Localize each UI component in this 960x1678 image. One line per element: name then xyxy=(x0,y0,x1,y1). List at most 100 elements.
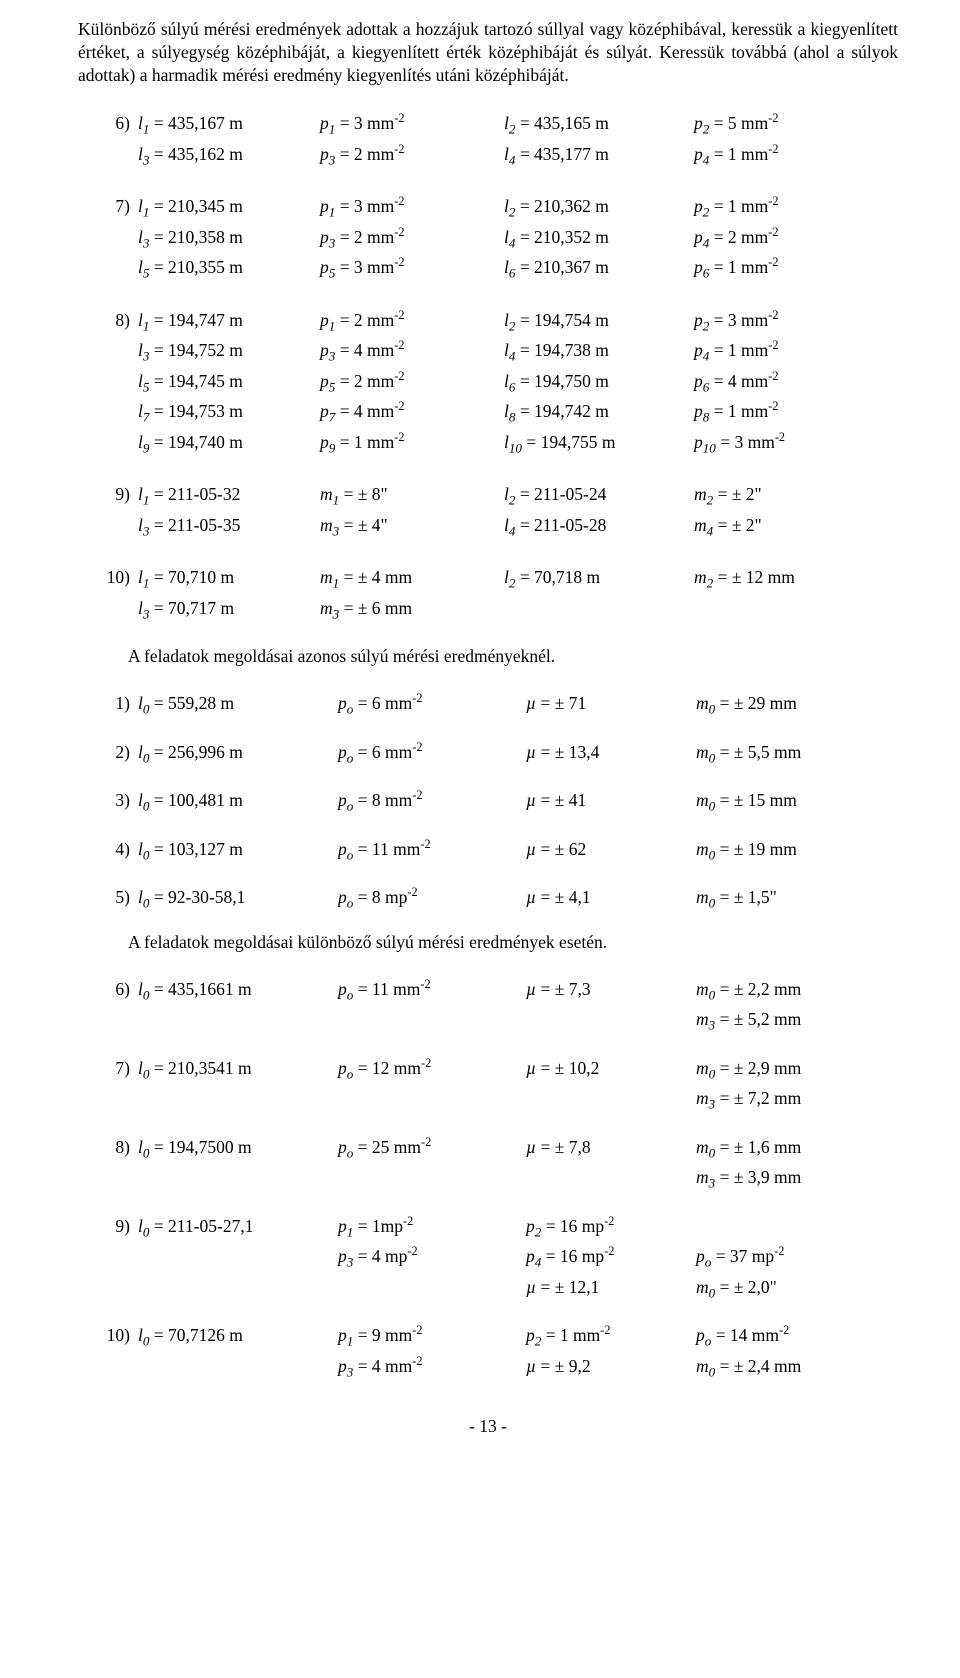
cell: m0 = ± 2,0" xyxy=(696,1273,896,1304)
cell: m0 = ± 2,9 mm xyxy=(696,1054,896,1085)
cell: po = 11 mm-2 xyxy=(338,975,526,1006)
cell: p4 = 1 mm-2 xyxy=(694,140,884,171)
problem-line: µ = ± 12,1m0 = ± 2,0" xyxy=(138,1273,898,1304)
problem-lines: l1 = 210,345 mp1 = 3 mm-2l2 = 210,362 mp… xyxy=(138,192,898,284)
cell: µ = ± 13,4 xyxy=(526,738,696,769)
cell: p2 = 3 mm-2 xyxy=(694,306,884,337)
problem-number: 7) xyxy=(78,192,138,284)
cell: l0 = 210,3541 m xyxy=(138,1054,338,1085)
problem-row: 4)l0 = 103,127 mpo = 11 mm-2µ = ± 62m0 =… xyxy=(78,835,898,866)
problem-number: 3) xyxy=(78,786,138,817)
cell: p3 = 4 mm-2 xyxy=(338,1352,526,1383)
cell: m0 = ± 2,4 mm xyxy=(696,1352,896,1383)
cell xyxy=(138,1005,338,1036)
cell: l4 = 210,352 m xyxy=(504,223,694,254)
problem-line: l3 = 435,162 mp3 = 2 mm-2l4 = 435,177 mp… xyxy=(138,140,898,171)
problem-line: l1 = 194,747 mp1 = 2 mm-2l2 = 194,754 mp… xyxy=(138,306,898,337)
cell: m0 = ± 29 mm xyxy=(696,689,896,720)
cell: m3 = ± 7,2 mm xyxy=(696,1084,896,1115)
problem-row: 8)l0 = 194,7500 mpo = 25 mm-2µ = ± 7,8m0… xyxy=(78,1133,898,1194)
cell: p2 = 16 mp-2 xyxy=(526,1212,696,1243)
intro-paragraph: Különböző súlyú mérési eredmények adotta… xyxy=(78,18,898,87)
cell: l2 = 194,754 m xyxy=(504,306,694,337)
cell: l0 = 92-30-58,1 xyxy=(138,883,338,914)
problem-lines: l0 = 92-30-58,1po = 8 mp-2µ = ± 4,1m0 = … xyxy=(138,883,898,914)
cell: l0 = 103,127 m xyxy=(138,835,338,866)
solutions-block-1: 1)l0 = 559,28 mpo = 6 mm-2µ = ± 71m0 = ±… xyxy=(78,689,898,914)
cell: p3 = 2 mm-2 xyxy=(320,223,504,254)
cell: l2 = 70,718 m xyxy=(504,563,694,594)
cell: po = 37 mp-2 xyxy=(696,1242,896,1273)
cell: l2 = 210,362 m xyxy=(504,192,694,223)
cell: l7 = 194,753 m xyxy=(138,397,320,428)
problem-row: 10)l1 = 70,710 mm1 = ± 4 mml2 = 70,718 m… xyxy=(78,563,898,624)
cell xyxy=(338,1273,526,1304)
cell: po = 25 mm-2 xyxy=(338,1133,526,1164)
problem-line: l5 = 194,745 mp5 = 2 mm-2l6 = 194,750 mp… xyxy=(138,367,898,398)
problem-row: 5)l0 = 92-30-58,1po = 8 mp-2µ = ± 4,1m0 … xyxy=(78,883,898,914)
cell: l8 = 194,742 m xyxy=(504,397,694,428)
problem-line: l0 = 211-05-27,1p1 = 1mp-2p2 = 16 mp-2 xyxy=(138,1212,898,1243)
cell: l9 = 194,740 m xyxy=(138,428,320,459)
cell: p4 = 1 mm-2 xyxy=(694,336,884,367)
cell: l10 = 194,755 m xyxy=(504,428,694,459)
cell: l1 = 211-05-32 xyxy=(138,480,320,511)
cell: l4 = 435,177 m xyxy=(504,140,694,171)
problem-row: 7)l0 = 210,3541 mpo = 12 mm-2µ = ± 10,2m… xyxy=(78,1054,898,1115)
cell: m3 = ± 4" xyxy=(320,511,504,542)
problems-block: 6)l1 = 435,167 mp1 = 3 mm-2l2 = 435,165 … xyxy=(78,109,898,624)
cell: m0 = ± 5,5 mm xyxy=(696,738,896,769)
cell: p6 = 4 mm-2 xyxy=(694,367,884,398)
cell: p9 = 1 mm-2 xyxy=(320,428,504,459)
cell: p5 = 3 mm-2 xyxy=(320,253,504,284)
problem-line: p3 = 4 mp-2p4 = 16 mp-2po = 37 mp-2 xyxy=(138,1242,898,1273)
problem-number: 5) xyxy=(78,883,138,914)
cell: l0 = 211-05-27,1 xyxy=(138,1212,338,1243)
cell: p7 = 4 mm-2 xyxy=(320,397,504,428)
problem-lines: l0 = 435,1661 mpo = 11 mm-2µ = ± 7,3m0 =… xyxy=(138,975,898,1036)
problem-row: 6)l1 = 435,167 mp1 = 3 mm-2l2 = 435,165 … xyxy=(78,109,898,170)
cell xyxy=(138,1242,338,1273)
problem-line: l3 = 211-05-35m3 = ± 4"l4 = 211-05-28m4 … xyxy=(138,511,898,542)
cell: m4 = ± 2" xyxy=(694,511,884,542)
problem-number: 6) xyxy=(78,975,138,1036)
cell: l5 = 194,745 m xyxy=(138,367,320,398)
cell: l0 = 559,28 m xyxy=(138,689,338,720)
problem-number: 10) xyxy=(78,1321,138,1382)
problem-row: 9)l1 = 211-05-32m1 = ± 8"l2 = 211-05-24m… xyxy=(78,480,898,541)
page-footer: - 13 - xyxy=(78,1416,898,1437)
problem-lines: l0 = 103,127 mpo = 11 mm-2µ = ± 62m0 = ±… xyxy=(138,835,898,866)
problem-number: 9) xyxy=(78,1212,138,1304)
cell: p3 = 4 mm-2 xyxy=(320,336,504,367)
cell: m0 = ± 1,6 mm xyxy=(696,1133,896,1164)
problem-line: l0 = 103,127 mpo = 11 mm-2µ = ± 62m0 = ±… xyxy=(138,835,898,866)
problem-lines: l0 = 210,3541 mpo = 12 mm-2µ = ± 10,2m0 … xyxy=(138,1054,898,1115)
cell: l3 = 211-05-35 xyxy=(138,511,320,542)
problem-number: 2) xyxy=(78,738,138,769)
cell: po = 14 mm-2 xyxy=(696,1321,896,1352)
cell: m0 = ± 15 mm xyxy=(696,786,896,817)
cell: µ = ± 41 xyxy=(526,786,696,817)
problem-row: 6)l0 = 435,1661 mpo = 11 mm-2µ = ± 7,3m0… xyxy=(78,975,898,1036)
cell: p1 = 1mp-2 xyxy=(338,1212,526,1243)
cell: l1 = 194,747 m xyxy=(138,306,320,337)
cell: m3 = ± 6 mm xyxy=(320,594,504,625)
problem-number: 6) xyxy=(78,109,138,170)
problem-number: 4) xyxy=(78,835,138,866)
cell: po = 12 mm-2 xyxy=(338,1054,526,1085)
problem-row: 10)l0 = 70,7126 mp1 = 9 mm-2p2 = 1 mm-2p… xyxy=(78,1321,898,1382)
problem-line: l0 = 100,481 mpo = 8 mm-2µ = ± 41m0 = ± … xyxy=(138,786,898,817)
cell xyxy=(526,1163,696,1194)
cell: p3 = 4 mp-2 xyxy=(338,1242,526,1273)
problem-lines: l0 = 100,481 mpo = 8 mm-2µ = ± 41m0 = ± … xyxy=(138,786,898,817)
problem-line: m3 = ± 3,9 mm xyxy=(138,1163,898,1194)
problem-line: m3 = ± 7,2 mm xyxy=(138,1084,898,1115)
cell xyxy=(138,1273,338,1304)
problem-number: 1) xyxy=(78,689,138,720)
problem-line: l5 = 210,355 mp5 = 3 mm-2l6 = 210,367 mp… xyxy=(138,253,898,284)
cell: l4 = 194,738 m xyxy=(504,336,694,367)
cell: µ = ± 7,3 xyxy=(526,975,696,1006)
cell: p3 = 2 mm-2 xyxy=(320,140,504,171)
problem-line: l0 = 435,1661 mpo = 11 mm-2µ = ± 7,3m0 =… xyxy=(138,975,898,1006)
problem-line: p3 = 4 mm-2µ = ± 9,2m0 = ± 2,4 mm xyxy=(138,1352,898,1383)
